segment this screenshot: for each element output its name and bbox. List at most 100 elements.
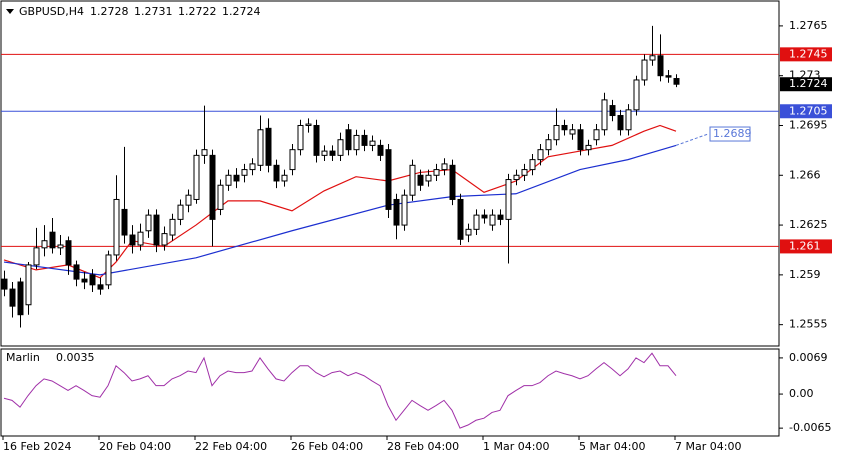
candle-body bbox=[561, 124, 568, 131]
candle-body bbox=[313, 124, 320, 156]
candle-body bbox=[161, 233, 168, 246]
candle-body bbox=[369, 140, 376, 146]
moving-average bbox=[3, 144, 677, 276]
level-label-box bbox=[780, 239, 832, 254]
candle-body bbox=[17, 281, 24, 316]
y2-tick-label: 0.00 bbox=[789, 387, 814, 400]
candle-body bbox=[537, 149, 544, 161]
candle-body bbox=[153, 214, 160, 246]
candle-body bbox=[233, 174, 240, 182]
candle-body bbox=[241, 169, 248, 176]
candle-body bbox=[257, 129, 264, 166]
candle-body bbox=[609, 105, 616, 117]
projection-label: 1.2689 bbox=[713, 127, 752, 140]
candle-body bbox=[593, 129, 600, 141]
candle-body bbox=[89, 274, 96, 286]
indicator-value: 0.0035 bbox=[56, 351, 95, 364]
indicator-line bbox=[3, 352, 677, 429]
candle-body bbox=[441, 163, 448, 171]
candle-body bbox=[657, 55, 664, 77]
projection-line bbox=[675, 133, 709, 146]
x-tick-label: 26 Feb 04:00 bbox=[291, 440, 363, 453]
candle-body bbox=[25, 264, 32, 306]
candle-body bbox=[273, 164, 280, 182]
candle-body bbox=[209, 154, 216, 220]
x-tick-label: 22 Feb 04:00 bbox=[195, 440, 267, 453]
candle-body bbox=[665, 75, 672, 78]
candle-body bbox=[585, 144, 592, 151]
candle-body bbox=[177, 204, 184, 220]
candle-body bbox=[569, 129, 576, 135]
candle-body bbox=[553, 124, 560, 141]
header-low: 1.2722 bbox=[178, 5, 217, 18]
candle-body bbox=[393, 198, 400, 226]
symbol-title: GBPUSD,H4 bbox=[19, 5, 84, 18]
header-high: 1.2731 bbox=[134, 5, 173, 18]
candle-body bbox=[281, 174, 288, 182]
x-tick-label: 16 Feb 2024 bbox=[3, 440, 71, 453]
candle-body bbox=[433, 169, 440, 176]
candle-body bbox=[65, 240, 72, 266]
candle-body bbox=[625, 109, 632, 131]
candle-body bbox=[289, 149, 296, 171]
candle-body bbox=[505, 179, 512, 220]
candle-body bbox=[521, 169, 528, 176]
candle-body bbox=[81, 278, 88, 283]
candle-body bbox=[489, 214, 496, 226]
y2-tick-label: -0.0065 bbox=[789, 421, 831, 434]
candle-body bbox=[633, 79, 640, 111]
candle-body bbox=[105, 254, 112, 286]
candle-body bbox=[473, 214, 480, 230]
moving-average bbox=[3, 124, 677, 279]
y-tick-label: 1.2695 bbox=[789, 118, 828, 131]
candle-body bbox=[409, 164, 416, 196]
candle-body bbox=[217, 184, 224, 210]
current-price-box bbox=[780, 77, 832, 92]
candle-body bbox=[185, 194, 192, 206]
candle-body bbox=[73, 264, 80, 280]
header-arrow[interactable] bbox=[6, 9, 14, 14]
candle-body bbox=[449, 164, 456, 200]
y2-tick-label: 0.0069 bbox=[789, 351, 828, 364]
y-tick-label: 1.2765 bbox=[789, 19, 828, 32]
candle-body bbox=[265, 127, 272, 166]
candle-body bbox=[577, 129, 584, 151]
candle-body bbox=[529, 159, 536, 171]
candle-body bbox=[113, 198, 120, 256]
candle-body bbox=[641, 59, 648, 81]
level-label-box bbox=[780, 104, 832, 119]
candle-body bbox=[329, 150, 336, 156]
candle-body bbox=[513, 174, 520, 181]
candle-body bbox=[545, 139, 552, 151]
y-tick-label: 1.259 bbox=[789, 268, 821, 281]
candle-body bbox=[41, 240, 48, 249]
candle-body bbox=[201, 149, 208, 156]
candle-body bbox=[401, 194, 408, 226]
candle-body bbox=[1, 278, 8, 290]
indicator-name: Marlin bbox=[6, 351, 40, 364]
candle-body bbox=[129, 234, 136, 246]
candle-body bbox=[457, 198, 464, 240]
header-close: 1.2724 bbox=[222, 5, 261, 18]
x-tick-label: 5 Mar 04:00 bbox=[579, 440, 645, 453]
candle-body bbox=[121, 208, 128, 236]
candle-body bbox=[353, 134, 360, 151]
candle-body bbox=[97, 284, 104, 290]
candle-body bbox=[225, 174, 232, 186]
candle-body bbox=[497, 214, 504, 220]
candle-body bbox=[305, 123, 312, 126]
candle-body bbox=[617, 115, 624, 131]
candle-body bbox=[145, 214, 152, 232]
candle-body bbox=[465, 228, 472, 236]
x-tick-label: 7 Mar 04:00 bbox=[675, 440, 741, 453]
candle-body bbox=[297, 124, 304, 151]
candle-body bbox=[321, 150, 328, 156]
y-tick-label: 1.266 bbox=[789, 168, 821, 181]
y-tick-label: 1.2625 bbox=[789, 218, 828, 231]
candle-body bbox=[193, 154, 200, 200]
candle-body bbox=[57, 244, 64, 249]
candle-body bbox=[9, 288, 16, 307]
candle-body bbox=[377, 144, 384, 156]
candle-body bbox=[481, 214, 488, 219]
